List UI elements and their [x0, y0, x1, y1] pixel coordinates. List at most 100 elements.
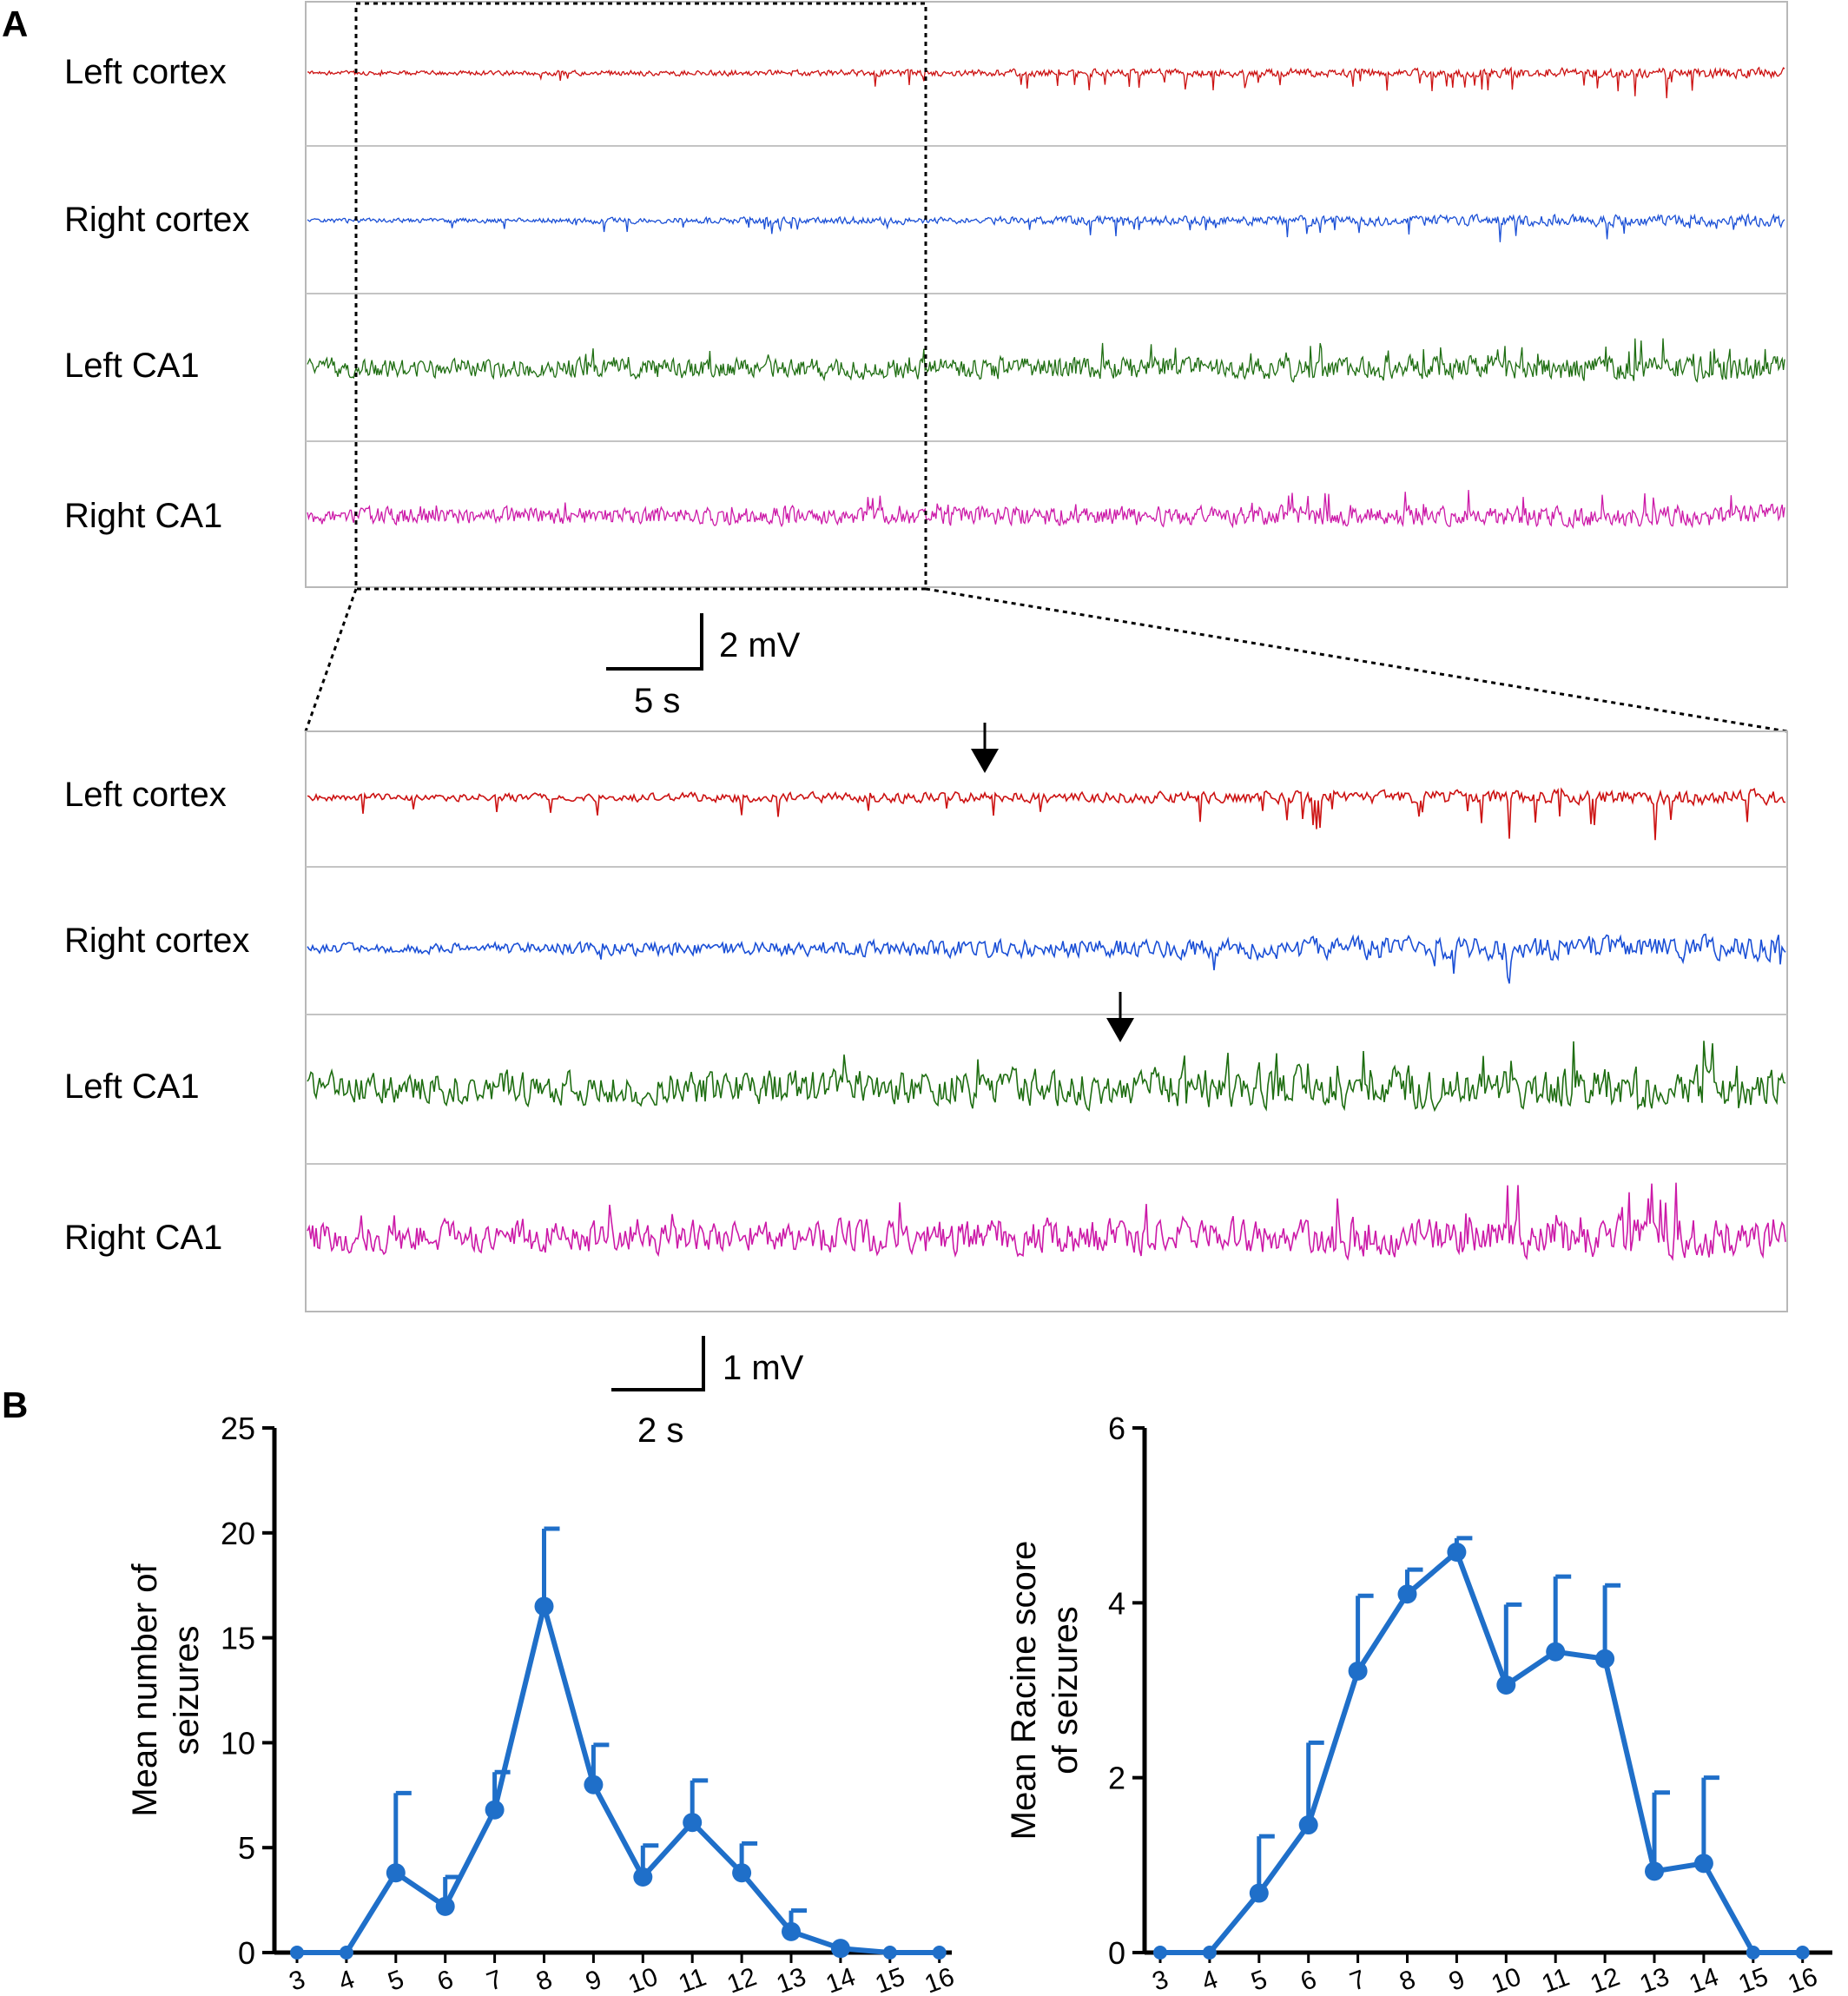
- x-tick-label: 6: [433, 1965, 457, 1996]
- overview-traces: Left cortex Right cortex Left CA1 Right …: [64, 1, 1788, 733]
- x-tick-label: 12: [723, 1962, 761, 1996]
- data-point: [1249, 1883, 1269, 1903]
- x-tick-label: 15: [1735, 1962, 1772, 1996]
- data-point: [386, 1863, 406, 1883]
- data-point: [1645, 1861, 1664, 1881]
- x-tick-label: 4: [1198, 1965, 1222, 1996]
- data-point: [1795, 1946, 1810, 1960]
- zoom-trace-right-cortex: [307, 933, 1786, 984]
- panel-b-label: B: [2, 1385, 28, 1425]
- x-tick-label: 14: [822, 1962, 860, 1996]
- data-point: [534, 1596, 554, 1616]
- y-tick-label: 0: [238, 1935, 255, 1971]
- zoom-frame: [305, 730, 1788, 1312]
- x-tick-label: 10: [1488, 1962, 1525, 1996]
- data-point: [932, 1946, 947, 1960]
- zoom-traces: Left cortex Right cortex Left CA1 Right …: [64, 723, 1788, 1450]
- y-tick-label: 20: [221, 1516, 255, 1551]
- onset-arrow-icon: [971, 723, 999, 773]
- data-point: [830, 1939, 850, 1959]
- data-point: [1202, 1946, 1217, 1960]
- data-point: [1546, 1642, 1566, 1662]
- data-point: [1348, 1661, 1368, 1681]
- data-point: [339, 1946, 353, 1960]
- data-point: [584, 1775, 604, 1794]
- overview-trace-right-ca1: [307, 490, 1785, 530]
- y-tick-label: 25: [221, 1411, 255, 1446]
- onset-arrow-icon: [1106, 992, 1134, 1042]
- y-tick-label: 2: [1108, 1761, 1125, 1796]
- x-tick-label: 5: [384, 1965, 407, 1996]
- overview-channel-label: Right cortex: [64, 201, 249, 239]
- x-tick-label: 14: [1686, 1962, 1723, 1996]
- x-tick-label: 13: [1636, 1962, 1673, 1996]
- x-tick-label: 7: [1346, 1965, 1370, 1996]
- data-point: [1693, 1854, 1713, 1874]
- x-tick-label: 8: [532, 1965, 556, 1996]
- x-tick-label: 16: [1785, 1962, 1822, 1996]
- overview-scalebar-voltage: 2 mV: [719, 626, 801, 664]
- zoom-channel-label: Right CA1: [64, 1219, 222, 1257]
- x-tick-label: 9: [582, 1965, 605, 1996]
- x-tick-label: 6: [1297, 1965, 1320, 1996]
- overview-scalebar-time: 5 s: [634, 682, 680, 720]
- series-line: [297, 1603, 940, 1955]
- y-axis-title: Mean Racine score: [1005, 1541, 1043, 1841]
- data-point: [782, 1921, 801, 1941]
- y-axis-title: Mean number of: [126, 1563, 164, 1816]
- x-tick-label: 12: [1587, 1962, 1624, 1996]
- overview-trace-right-cortex: [307, 213, 1785, 242]
- y-tick-label: 0: [1108, 1935, 1125, 1971]
- y-tick-label: 4: [1108, 1585, 1125, 1621]
- data-point: [1153, 1946, 1167, 1960]
- x-tick-label: 5: [1247, 1965, 1270, 1996]
- panel-a-label: A: [2, 3, 28, 44]
- data-point: [1595, 1649, 1615, 1669]
- x-tick-label: 7: [483, 1965, 506, 1996]
- zoom-guide-left: [304, 588, 358, 732]
- overview-channel-label: Left CA1: [64, 347, 200, 385]
- y-tick-label: 15: [221, 1621, 255, 1656]
- y-tick-label: 10: [221, 1725, 255, 1761]
- overview-scalebar: [606, 613, 703, 671]
- zoom-trace-left-ca1: [307, 1041, 1786, 1113]
- chart-seizure-count: 0510152025345678910111213141516Day after…: [126, 1411, 958, 1996]
- data-point: [683, 1813, 703, 1833]
- data-point: [633, 1867, 653, 1887]
- zoom-trace-right-ca1: [307, 1182, 1786, 1262]
- overview-channel-label: Left cortex: [64, 53, 227, 91]
- overview-trace-left-cortex: [307, 66, 1785, 99]
- data-point: [435, 1896, 455, 1916]
- x-tick-label: 10: [624, 1962, 662, 1996]
- x-tick-label: 8: [1396, 1965, 1419, 1996]
- data-point: [485, 1800, 505, 1820]
- chart-racine-score: 0246345678910111213141516Day after cobal…: [1005, 1411, 1832, 1996]
- data-point: [1397, 1584, 1417, 1604]
- zoom-scalebar-voltage: 1 mV: [723, 1349, 804, 1387]
- zoom-scalebar: [611, 1336, 705, 1391]
- x-tick-label: 3: [1149, 1965, 1172, 1996]
- x-tick-label: 11: [1538, 1963, 1574, 1996]
- zoom-channel-label: Right cortex: [64, 922, 249, 960]
- x-tick-label: 3: [286, 1965, 309, 1996]
- zoom-scalebar-time: 2 s: [637, 1411, 683, 1450]
- zoom-selection-box: [354, 2, 927, 591]
- zoom-trace-left-cortex: [307, 787, 1786, 841]
- data-point: [1496, 1675, 1516, 1695]
- x-tick-label: 9: [1445, 1965, 1468, 1996]
- x-tick-label: 15: [872, 1962, 909, 1996]
- overview-channel-label: Right CA1: [64, 497, 222, 535]
- y-axis-title: of seizures: [1046, 1606, 1085, 1774]
- x-tick-label: 4: [335, 1965, 359, 1996]
- data-point: [1298, 1815, 1318, 1835]
- x-tick-label: 16: [921, 1962, 959, 1996]
- zoom-guide-right: [925, 587, 1788, 733]
- zoom-channel-label: Left cortex: [64, 776, 227, 814]
- y-axis-title: seizures: [168, 1626, 206, 1755]
- zoom-channel-label: Left CA1: [64, 1067, 200, 1106]
- y-tick-label: 6: [1108, 1411, 1125, 1446]
- data-point: [1746, 1946, 1760, 1960]
- data-point: [290, 1946, 304, 1960]
- data-point: [1447, 1542, 1467, 1562]
